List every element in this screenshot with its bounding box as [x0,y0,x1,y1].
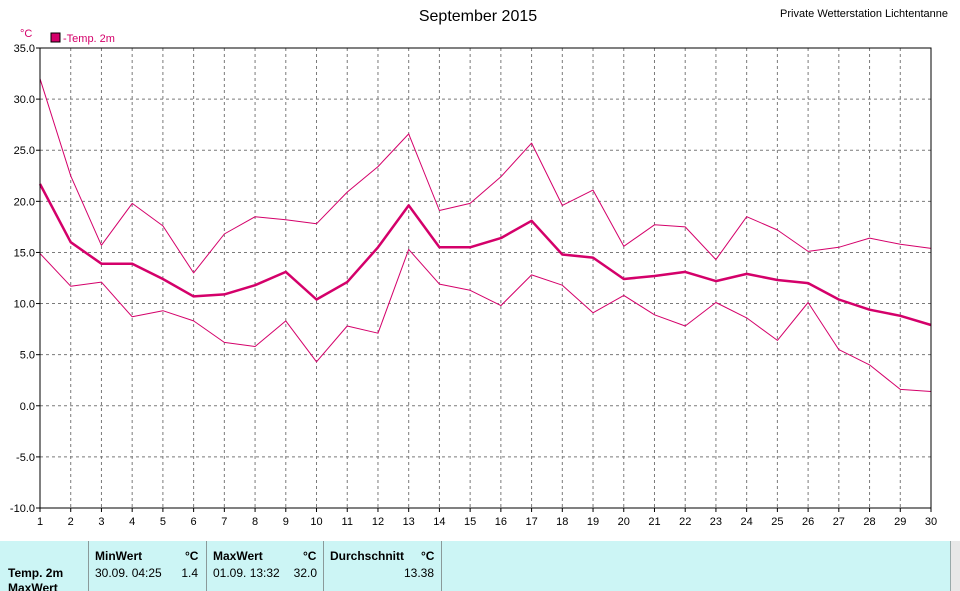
scrollbar[interactable] [950,541,960,591]
x-axis-ticks: 1 2 3 4 5 6 7 8 9 10 11 12 13 14 15 16 17 18 19 20 21 22 23 24 2… [37,508,937,528]
x-tick-label: 7 [221,516,227,528]
x-tick-label: 8 [252,516,258,528]
y-tick-label: 0.0 [20,401,35,413]
x-tick-label: 20 [618,516,630,528]
stats-divider [206,541,207,591]
min-datetime: 30.09. 04:25 [95,566,162,580]
avg-value: 13.38 [403,566,434,580]
series-line-mean [38,183,932,327]
x-tick-label: 26 [802,516,814,528]
y-axis-unit: °C [20,28,32,40]
y-tick-label: 15.0 [14,247,35,259]
x-tick-label: 15 [464,516,476,528]
x-tick-label: 11 [342,516,353,528]
series-line-min [39,248,932,392]
x-tick-label: 18 [556,516,568,528]
chart-title: September 2015 [419,8,537,25]
x-tick-label: 27 [833,516,845,528]
min-value: 1.4 [181,566,198,580]
series-line-max [39,78,932,274]
x-tick-label: 6 [191,516,197,528]
x-tick-label: 5 [160,516,166,528]
x-tick-label: 17 [525,516,537,528]
y-axis-ticks: 35.0 30.0 25.0 20.0 15.0 10.0 5.0 0.0 -5.0 -10.0 [10,43,40,515]
max-header: MaxWert [213,549,263,563]
y-tick-label: 25.0 [14,145,35,157]
min-header: MinWert [95,549,143,563]
y-tick-label: 5.0 [20,350,35,362]
legend-label: -Temp. 2m [63,33,115,45]
x-tick-label: 1 [37,516,43,528]
y-tick-label: 10.0 [14,299,35,311]
min-unit: °C [185,549,199,563]
x-tick-label: 28 [863,516,875,528]
y-tick-label: 20.0 [14,196,35,208]
stats-row-label: Temp. 2m [8,566,64,580]
y-tick-label: 35.0 [14,43,35,55]
x-tick-label: 10 [310,516,322,528]
x-tick-label: 14 [433,516,445,528]
plot-frame [39,47,932,509]
statistics-panel: Temp. 2m MaxWert MinWert °C 30.09. 04:25… [0,541,960,591]
x-tick-label: 23 [710,516,722,528]
avg-header: Durchschnitt [330,549,405,563]
max-datetime: 01.09. 13:32 [213,566,280,580]
x-tick-label: 13 [403,516,415,528]
y-tick-label: 30.0 [14,94,35,106]
x-tick-label: 22 [679,516,691,528]
x-tick-label: 24 [741,516,753,528]
x-tick-label: 29 [894,516,906,528]
x-tick-label: 19 [587,516,599,528]
y-tick-label: -10.0 [10,503,35,515]
x-tick-label: 25 [771,516,783,528]
y-tick-label: -5.0 [16,452,35,464]
stats-divider [323,541,324,591]
max-value: 32.0 [293,566,317,580]
stats-divider [441,541,442,591]
x-tick-label: 12 [372,516,384,528]
stats-divider [88,541,89,591]
avg-unit: °C [421,549,435,563]
chart-grid [39,47,932,509]
x-tick-label: 16 [495,516,507,528]
x-tick-label: 2 [68,516,74,528]
x-tick-label: 21 [648,516,660,528]
stats-row-label-2: MaxWert [8,581,58,591]
x-tick-label: 9 [283,516,289,528]
max-unit: °C [303,549,317,563]
x-tick-label: 4 [129,516,135,528]
x-tick-label: 30 [925,516,937,528]
station-name: Private Wetterstation Lichtentanne [780,8,948,20]
legend-swatch [50,32,61,43]
chart-series [38,78,932,392]
x-tick-label: 3 [98,516,104,528]
temperature-chart: September 2015 Private Wetterstation Lic… [10,8,948,528]
